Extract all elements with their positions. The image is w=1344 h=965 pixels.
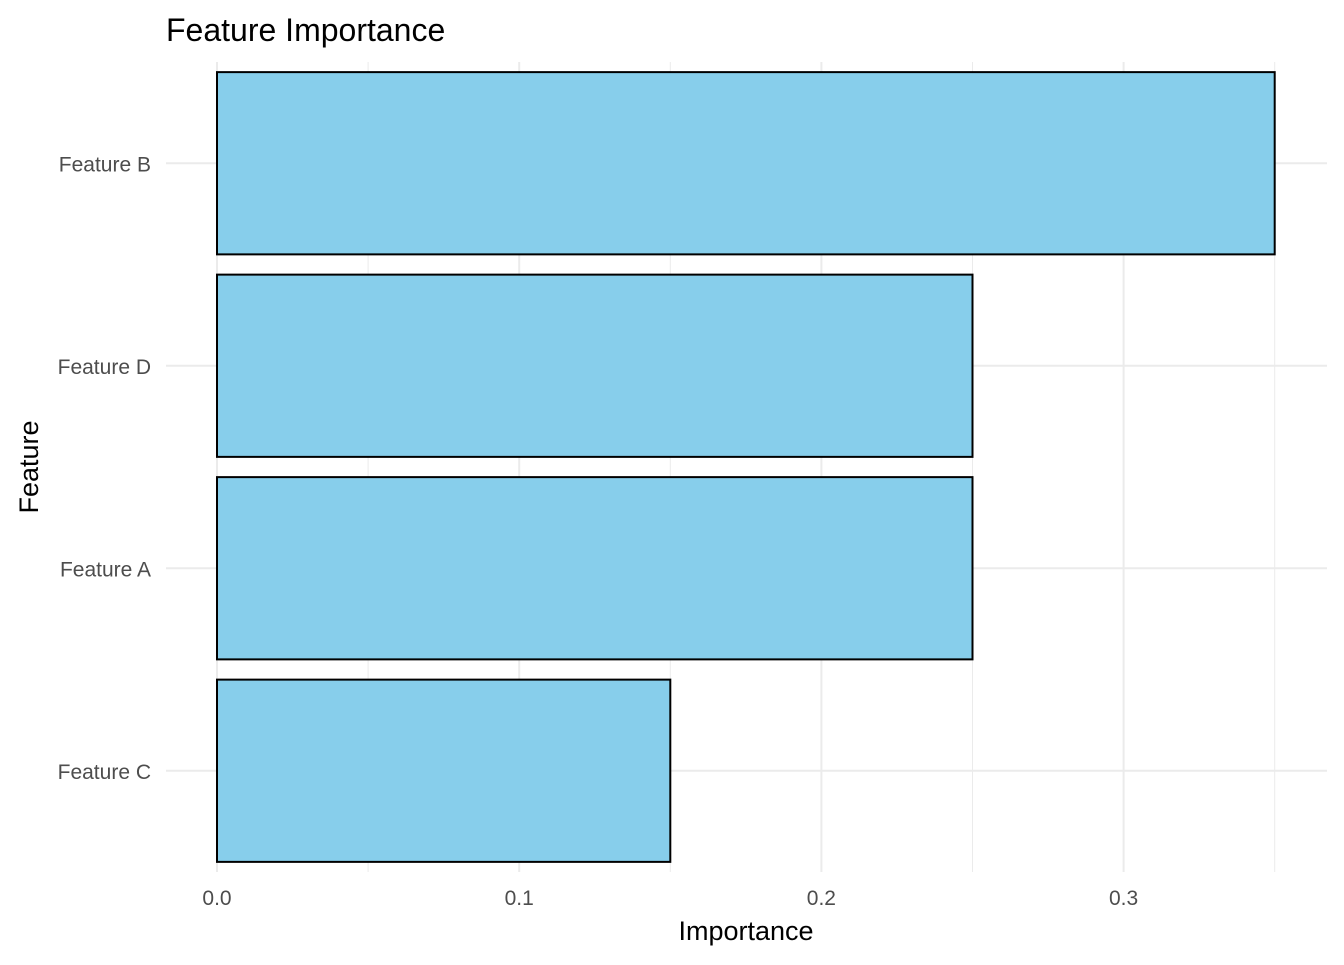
x-tick-label: 0.1: [505, 887, 534, 910]
bar-feature-a: [216, 476, 974, 661]
x-tick-label: 0.3: [1109, 887, 1138, 910]
y-axis-ticks: Feature B Feature D Feature A Feature C: [58, 153, 151, 784]
x-axis-label: Importance: [678, 916, 813, 946]
chart-title: Feature Importance: [166, 12, 445, 48]
bar-feature-c: [216, 678, 672, 863]
bar-feature-b: [216, 71, 1276, 256]
bar-layer: [216, 71, 1276, 863]
x-tick-label: 0.0: [202, 887, 231, 910]
x-axis-ticks: 0.0 0.1 0.2 0.3: [202, 887, 1138, 910]
y-axis-label: Feature: [14, 420, 44, 513]
y-tick-label: Feature A: [60, 558, 151, 581]
y-tick-label: Feature B: [59, 153, 151, 176]
x-tick-label: 0.2: [807, 887, 836, 910]
y-tick-label: Feature D: [58, 356, 151, 379]
bar-feature-d: [216, 273, 974, 458]
y-tick-label: Feature C: [58, 761, 151, 784]
